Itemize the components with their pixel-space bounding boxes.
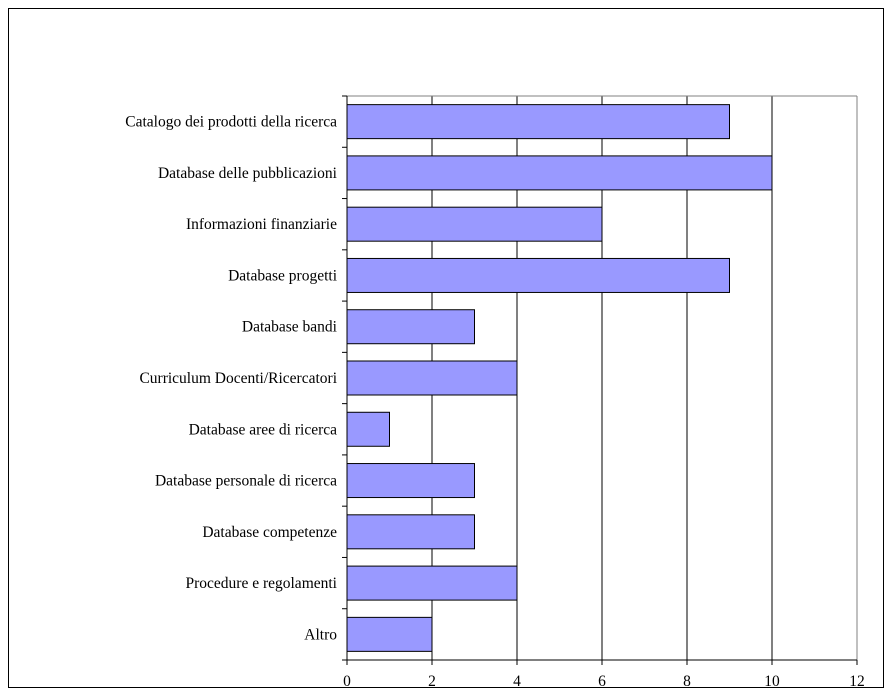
- bar-chart: Catalogo dei prodotti della ricerca Datab…: [125, 95, 865, 689]
- bar: [346, 155, 773, 191]
- category-label: Database delle pubblicazioni: [158, 165, 338, 182]
- category-label: Database aree di ricerca: [189, 421, 338, 438]
- bar: [346, 309, 475, 345]
- bar: [346, 206, 603, 242]
- x-tick-label: 4: [513, 673, 521, 689]
- x-tick-label: 8: [683, 673, 691, 689]
- category-label: Catalogo dei prodotti della ricerca: [125, 114, 337, 131]
- bar: [346, 565, 518, 601]
- bar: [346, 514, 475, 550]
- bar: [346, 463, 475, 499]
- x-tick-labels: 0 2 4 6 8 10 12: [343, 673, 865, 689]
- x-tick-label: 6: [598, 673, 606, 689]
- bar: [346, 257, 730, 293]
- bar: [346, 360, 518, 396]
- bar: [346, 616, 433, 652]
- category-label: Database competenze: [202, 524, 337, 541]
- chart-frame: Catalogo dei prodotti della ricerca Datab…: [8, 8, 884, 689]
- category-label: Informazioni finanziarie: [186, 216, 337, 233]
- category-labels: Catalogo dei prodotti della ricerca Datab…: [125, 114, 337, 644]
- x-tick-label: 12: [849, 673, 865, 689]
- category-label: Procedure e regolamenti: [186, 575, 338, 592]
- x-tick-label: 2: [428, 673, 436, 689]
- x-tick-label: 10: [764, 673, 780, 689]
- category-label: Database progetti: [228, 267, 338, 284]
- bar: [346, 104, 730, 140]
- category-label: Altro: [304, 626, 337, 643]
- bar: [346, 411, 390, 447]
- category-label: Curriculum Docenti/Ricercatori: [139, 370, 337, 387]
- bars: [346, 104, 773, 652]
- category-label: Database personale di ricerca: [155, 473, 337, 490]
- axes: [342, 95, 858, 665]
- category-label: Database bandi: [242, 319, 338, 336]
- x-tick-label: 0: [343, 673, 351, 689]
